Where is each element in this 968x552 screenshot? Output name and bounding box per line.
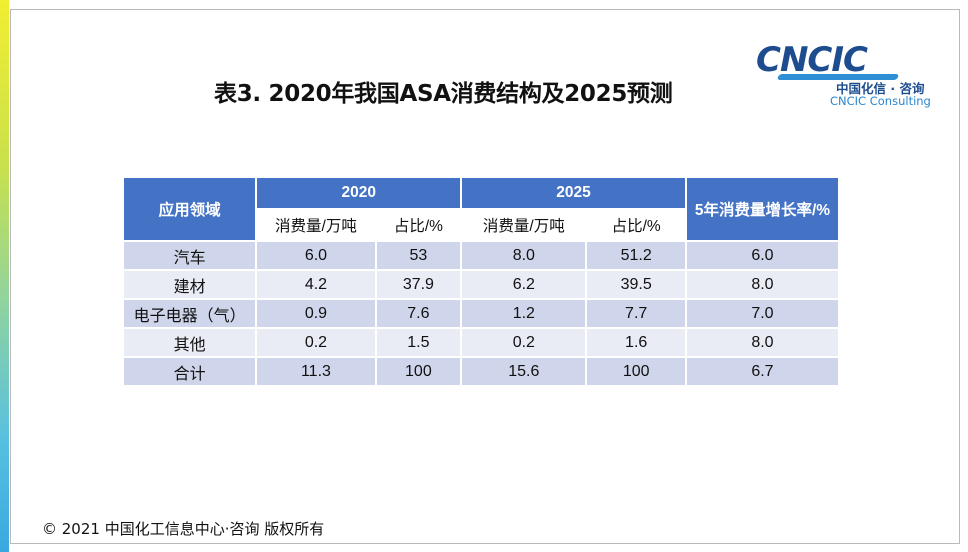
table-row: 电子电器（气） 0.9 7.6 1.2 7.7 7.0 (124, 300, 838, 327)
subheader-2020-share: 占比/% (376, 210, 461, 240)
cell-growth: 6.0 (686, 242, 838, 269)
subheader-2025-amount: 消费量/万吨 (462, 210, 586, 240)
cell-field: 汽车 (124, 242, 256, 269)
cell-2020-amount: 6.0 (257, 242, 375, 269)
cell-2020-share: 7.6 (376, 300, 461, 327)
table-row-total: 合计 11.3 100 15.6 100 6.7 (124, 358, 838, 385)
cell-2025-amount: 8.0 (462, 242, 586, 269)
cell-2020-share: 53 (376, 242, 461, 269)
table-header-row: 应用领域 2020 2025 5年消费量增长率/% (124, 178, 838, 240)
cell-field: 建材 (124, 271, 256, 298)
cell-2020-share: 1.5 (376, 329, 461, 356)
table-row: 其他 0.2 1.5 0.2 1.6 8.0 (124, 329, 838, 356)
subheader-2025-share: 占比/% (587, 210, 685, 240)
company-logo: CNCIC 中国化信 · 咨询 CNCIC Consulting (756, 40, 946, 112)
logo-chinese-text: 中国化信 · 咨询 (836, 81, 925, 96)
consumption-table: 应用领域 2020 2025 5年消费量增长率/% 消费量/万吨 占比/% 消费… (122, 176, 840, 387)
cell-2020-amount: 0.9 (257, 300, 375, 327)
cell-field: 其他 (124, 329, 256, 356)
cell-2025-share: 1.6 (587, 329, 685, 356)
header-year-2020: 2020 (257, 178, 461, 208)
cell-field: 合计 (124, 358, 256, 385)
table-subheader-row: 消费量/万吨 占比/% 消费量/万吨 占比/% (124, 210, 838, 240)
logo-mark: CNCIC (756, 40, 868, 80)
header-growth: 5年消费量增长率/% (686, 178, 838, 240)
cell-2025-amount: 0.2 (462, 329, 586, 356)
table-row: 建材 4.2 37.9 6.2 39.5 8.0 (124, 271, 838, 298)
accent-bar (0, 0, 9, 552)
header-year-2025: 2025 (462, 178, 685, 208)
cell-2025-share: 39.5 (587, 271, 685, 298)
cell-2025-amount: 6.2 (462, 271, 586, 298)
cell-2025-share: 51.2 (587, 242, 685, 269)
subheader-2020-amount: 消费量/万吨 (257, 210, 375, 240)
copyright-footer: © 2021 中国化工信息中心·咨询 版权所有 (42, 520, 325, 538)
cell-2025-share: 7.7 (587, 300, 685, 327)
cell-2025-share: 100 (587, 358, 685, 385)
cell-2020-amount: 4.2 (257, 271, 375, 298)
cell-2020-amount: 11.3 (257, 358, 375, 385)
cell-growth: 8.0 (686, 271, 838, 298)
slide-border (10, 9, 960, 544)
page-title: 表3. 2020年我国ASA消费结构及2025预测 (214, 81, 673, 107)
cell-2025-amount: 15.6 (462, 358, 586, 385)
cell-2020-amount: 0.2 (257, 329, 375, 356)
cell-growth: 6.7 (686, 358, 838, 385)
cell-growth: 7.0 (686, 300, 838, 327)
cell-2025-amount: 1.2 (462, 300, 586, 327)
cell-field: 电子电器（气） (124, 300, 256, 327)
cell-2020-share: 100 (376, 358, 461, 385)
cell-growth: 8.0 (686, 329, 838, 356)
logo-english-text: CNCIC Consulting (830, 94, 931, 108)
cell-2020-share: 37.9 (376, 271, 461, 298)
table-row: 汽车 6.0 53 8.0 51.2 6.0 (124, 242, 838, 269)
header-field: 应用领域 (124, 178, 256, 240)
